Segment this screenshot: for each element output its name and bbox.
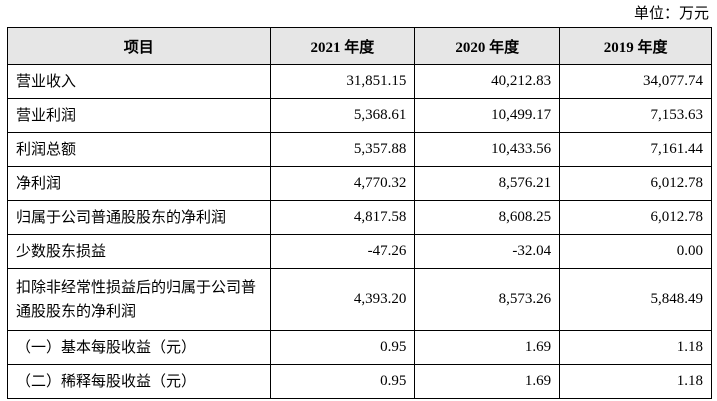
value-cell: -32.04 — [414, 234, 561, 269]
value-cell: 4,770.32 — [269, 166, 416, 201]
value-cell: 10,433.56 — [414, 132, 561, 167]
value-cell: 5,357.88 — [269, 132, 416, 167]
row-label: 营业收入 — [7, 64, 271, 99]
value-cell: 6,012.78 — [559, 166, 712, 201]
table-row: 营业利润 5,368.61 10,499.17 7,153.63 — [7, 98, 712, 133]
value-cell: 8,573.26 — [414, 268, 561, 331]
value-cell: 8,576.21 — [414, 166, 561, 201]
value-cell: 5,848.49 — [559, 268, 712, 331]
value-cell: 6,012.78 — [559, 200, 712, 235]
table-row: （二）稀释每股收益（元） 0.95 1.69 1.18 — [7, 364, 712, 399]
value-cell: 10,499.17 — [414, 98, 561, 133]
row-label: 少数股东损益 — [7, 234, 271, 269]
table-row: 净利润 4,770.32 8,576.21 6,012.78 — [7, 166, 712, 201]
header-cell: 项目 — [7, 27, 271, 65]
header-row: 项目 2021 年度 2020 年度 2019 年度 — [7, 27, 712, 65]
row-label: 归属于公司普通股股东的净利润 — [7, 200, 271, 235]
value-cell: 34,077.74 — [559, 64, 712, 99]
value-cell: 1.18 — [559, 330, 712, 365]
row-label: 利润总额 — [7, 132, 271, 167]
row-label: （二）稀释每股收益（元） — [7, 364, 271, 399]
table-body: 营业收入 31,851.15 40,212.83 34,077.74 营业利润 5,368… — [7, 64, 712, 399]
value-cell: 5,368.61 — [269, 98, 416, 133]
value-cell: 7,161.44 — [559, 132, 712, 167]
value-cell: 1.69 — [414, 330, 561, 365]
value-cell: -47.26 — [269, 234, 416, 269]
value-cell: 8,608.25 — [414, 200, 561, 235]
header-cell: 2021 年度 — [269, 27, 416, 65]
value-cell: 0.95 — [269, 330, 416, 365]
value-cell: 0.95 — [269, 364, 416, 399]
table-row: 归属于公司普通股股东的净利润 4,817.58 8,608.25 6,012.78 — [7, 200, 712, 235]
value-cell: 7,153.63 — [559, 98, 712, 133]
table-row: 利润总额 5,357.88 10,433.56 7,161.44 — [7, 132, 712, 167]
value-cell: 4,817.58 — [269, 200, 416, 235]
value-cell: 31,851.15 — [269, 64, 416, 99]
header-cell: 2020 年度 — [414, 27, 561, 65]
value-cell: 1.18 — [559, 364, 712, 399]
table-row: 扣除非经常性损益后的归属于公司普通股股东的净利润 4,393.20 8,573.26… — [7, 268, 712, 331]
table-row: （一）基本每股收益（元） 0.95 1.69 1.18 — [7, 330, 712, 365]
financial-table: 项目 2021 年度 2020 年度 2019 年度 营业收入 31,851.15 40,… — [7, 27, 712, 399]
unit-label: 单位：万元 — [633, 6, 709, 22]
value-cell: 4,393.20 — [269, 268, 416, 331]
row-label: （一）基本每股收益（元） — [7, 330, 271, 365]
row-label: 营业利润 — [7, 98, 271, 133]
header-cell: 2019 年度 — [559, 27, 712, 65]
value-cell: 1.69 — [414, 364, 561, 399]
value-cell: 40,212.83 — [414, 64, 561, 99]
value-cell: 0.00 — [559, 234, 712, 269]
table-row: 少数股东损益 -47.26 -32.04 0.00 — [7, 234, 712, 269]
row-label: 净利润 — [7, 166, 271, 201]
table-row: 营业收入 31,851.15 40,212.83 34,077.74 — [7, 64, 712, 99]
row-label: 扣除非经常性损益后的归属于公司普通股股东的净利润 — [7, 268, 271, 331]
